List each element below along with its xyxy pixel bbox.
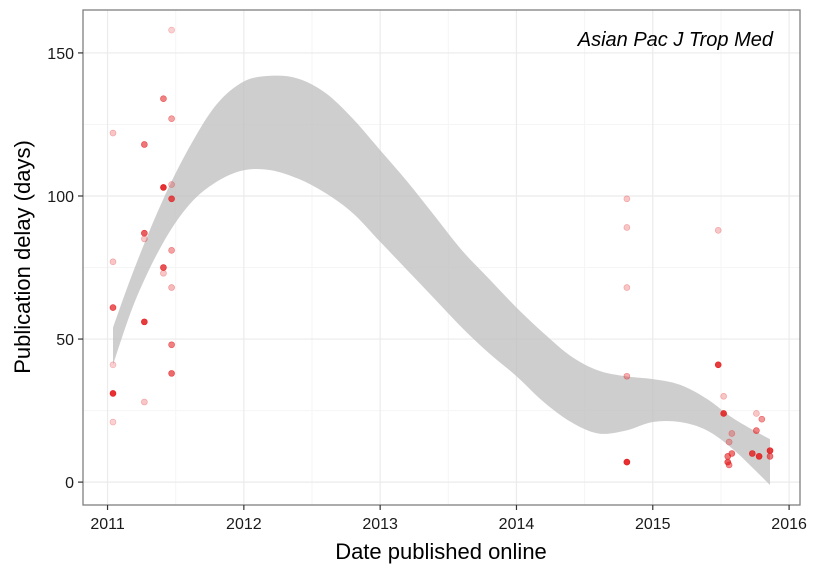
major-gridlines: [83, 10, 800, 505]
data-point: [109, 304, 117, 311]
data-point: [725, 438, 733, 446]
x-axis-title: Date published online: [335, 539, 547, 564]
data-point: [168, 26, 175, 34]
data-point: [623, 195, 631, 203]
data-point: [141, 229, 148, 237]
data-point: [714, 227, 722, 234]
data-point: [109, 418, 117, 426]
data-point: [168, 195, 175, 203]
data-point: [168, 370, 175, 377]
data-point: [753, 410, 760, 417]
journal-annotation: Asian Pac J Trop Med: [577, 29, 774, 51]
y-tick-label: 50: [56, 332, 74, 349]
x-tick-label: 2011: [90, 516, 125, 533]
data-point: [141, 235, 148, 243]
data-point: [168, 247, 175, 254]
data-point: [714, 361, 722, 369]
data-point: [168, 284, 175, 291]
data-point: [141, 318, 148, 326]
data-point: [141, 398, 148, 406]
data-point: [728, 450, 736, 457]
x-tick-label: 2012: [226, 516, 262, 533]
data-point: [160, 95, 167, 102]
data-point: [160, 184, 167, 191]
smooth-confidence-ribbon: [113, 75, 770, 486]
data-point: [623, 458, 631, 466]
data-point: [725, 461, 733, 469]
data-point: [109, 258, 117, 266]
panel-border: [82, 9, 801, 506]
x-tick-label: 2013: [362, 516, 398, 533]
y-tick-label: 150: [47, 46, 74, 63]
data-point: [141, 141, 148, 148]
data-point: [109, 390, 117, 397]
smooth-ribbon-layer: [113, 75, 770, 486]
data-point: [109, 361, 117, 369]
data-point: [728, 430, 736, 437]
data-point: [753, 427, 760, 434]
data-point: [160, 264, 167, 271]
data-point: [109, 129, 117, 137]
data-point: [623, 284, 631, 291]
data-point: [720, 392, 727, 400]
data-point: [160, 269, 167, 277]
y-tick-label: 100: [47, 189, 74, 206]
y-axis-ticks: 0 50 100 150: [47, 46, 83, 492]
y-tick-label: 0: [65, 475, 74, 492]
data-point: [168, 115, 175, 123]
data-point: [766, 447, 774, 454]
x-axis-ticks: 2011 2012 2013 2014 2015 2016: [90, 505, 807, 533]
data-point: [755, 453, 763, 460]
data-point: [623, 224, 631, 231]
data-point: [168, 341, 175, 349]
points-layer: [109, 26, 774, 469]
x-tick-label: 2016: [771, 516, 807, 533]
x-tick-label: 2014: [499, 516, 535, 533]
x-tick-label: 2015: [635, 516, 671, 533]
data-point: [720, 410, 727, 417]
data-point: [758, 415, 766, 423]
data-point: [623, 372, 631, 380]
data-point: [748, 450, 756, 457]
data-point: [168, 181, 175, 188]
y-axis-title: Publication delay (days): [10, 140, 35, 374]
data-point: [766, 453, 774, 460]
